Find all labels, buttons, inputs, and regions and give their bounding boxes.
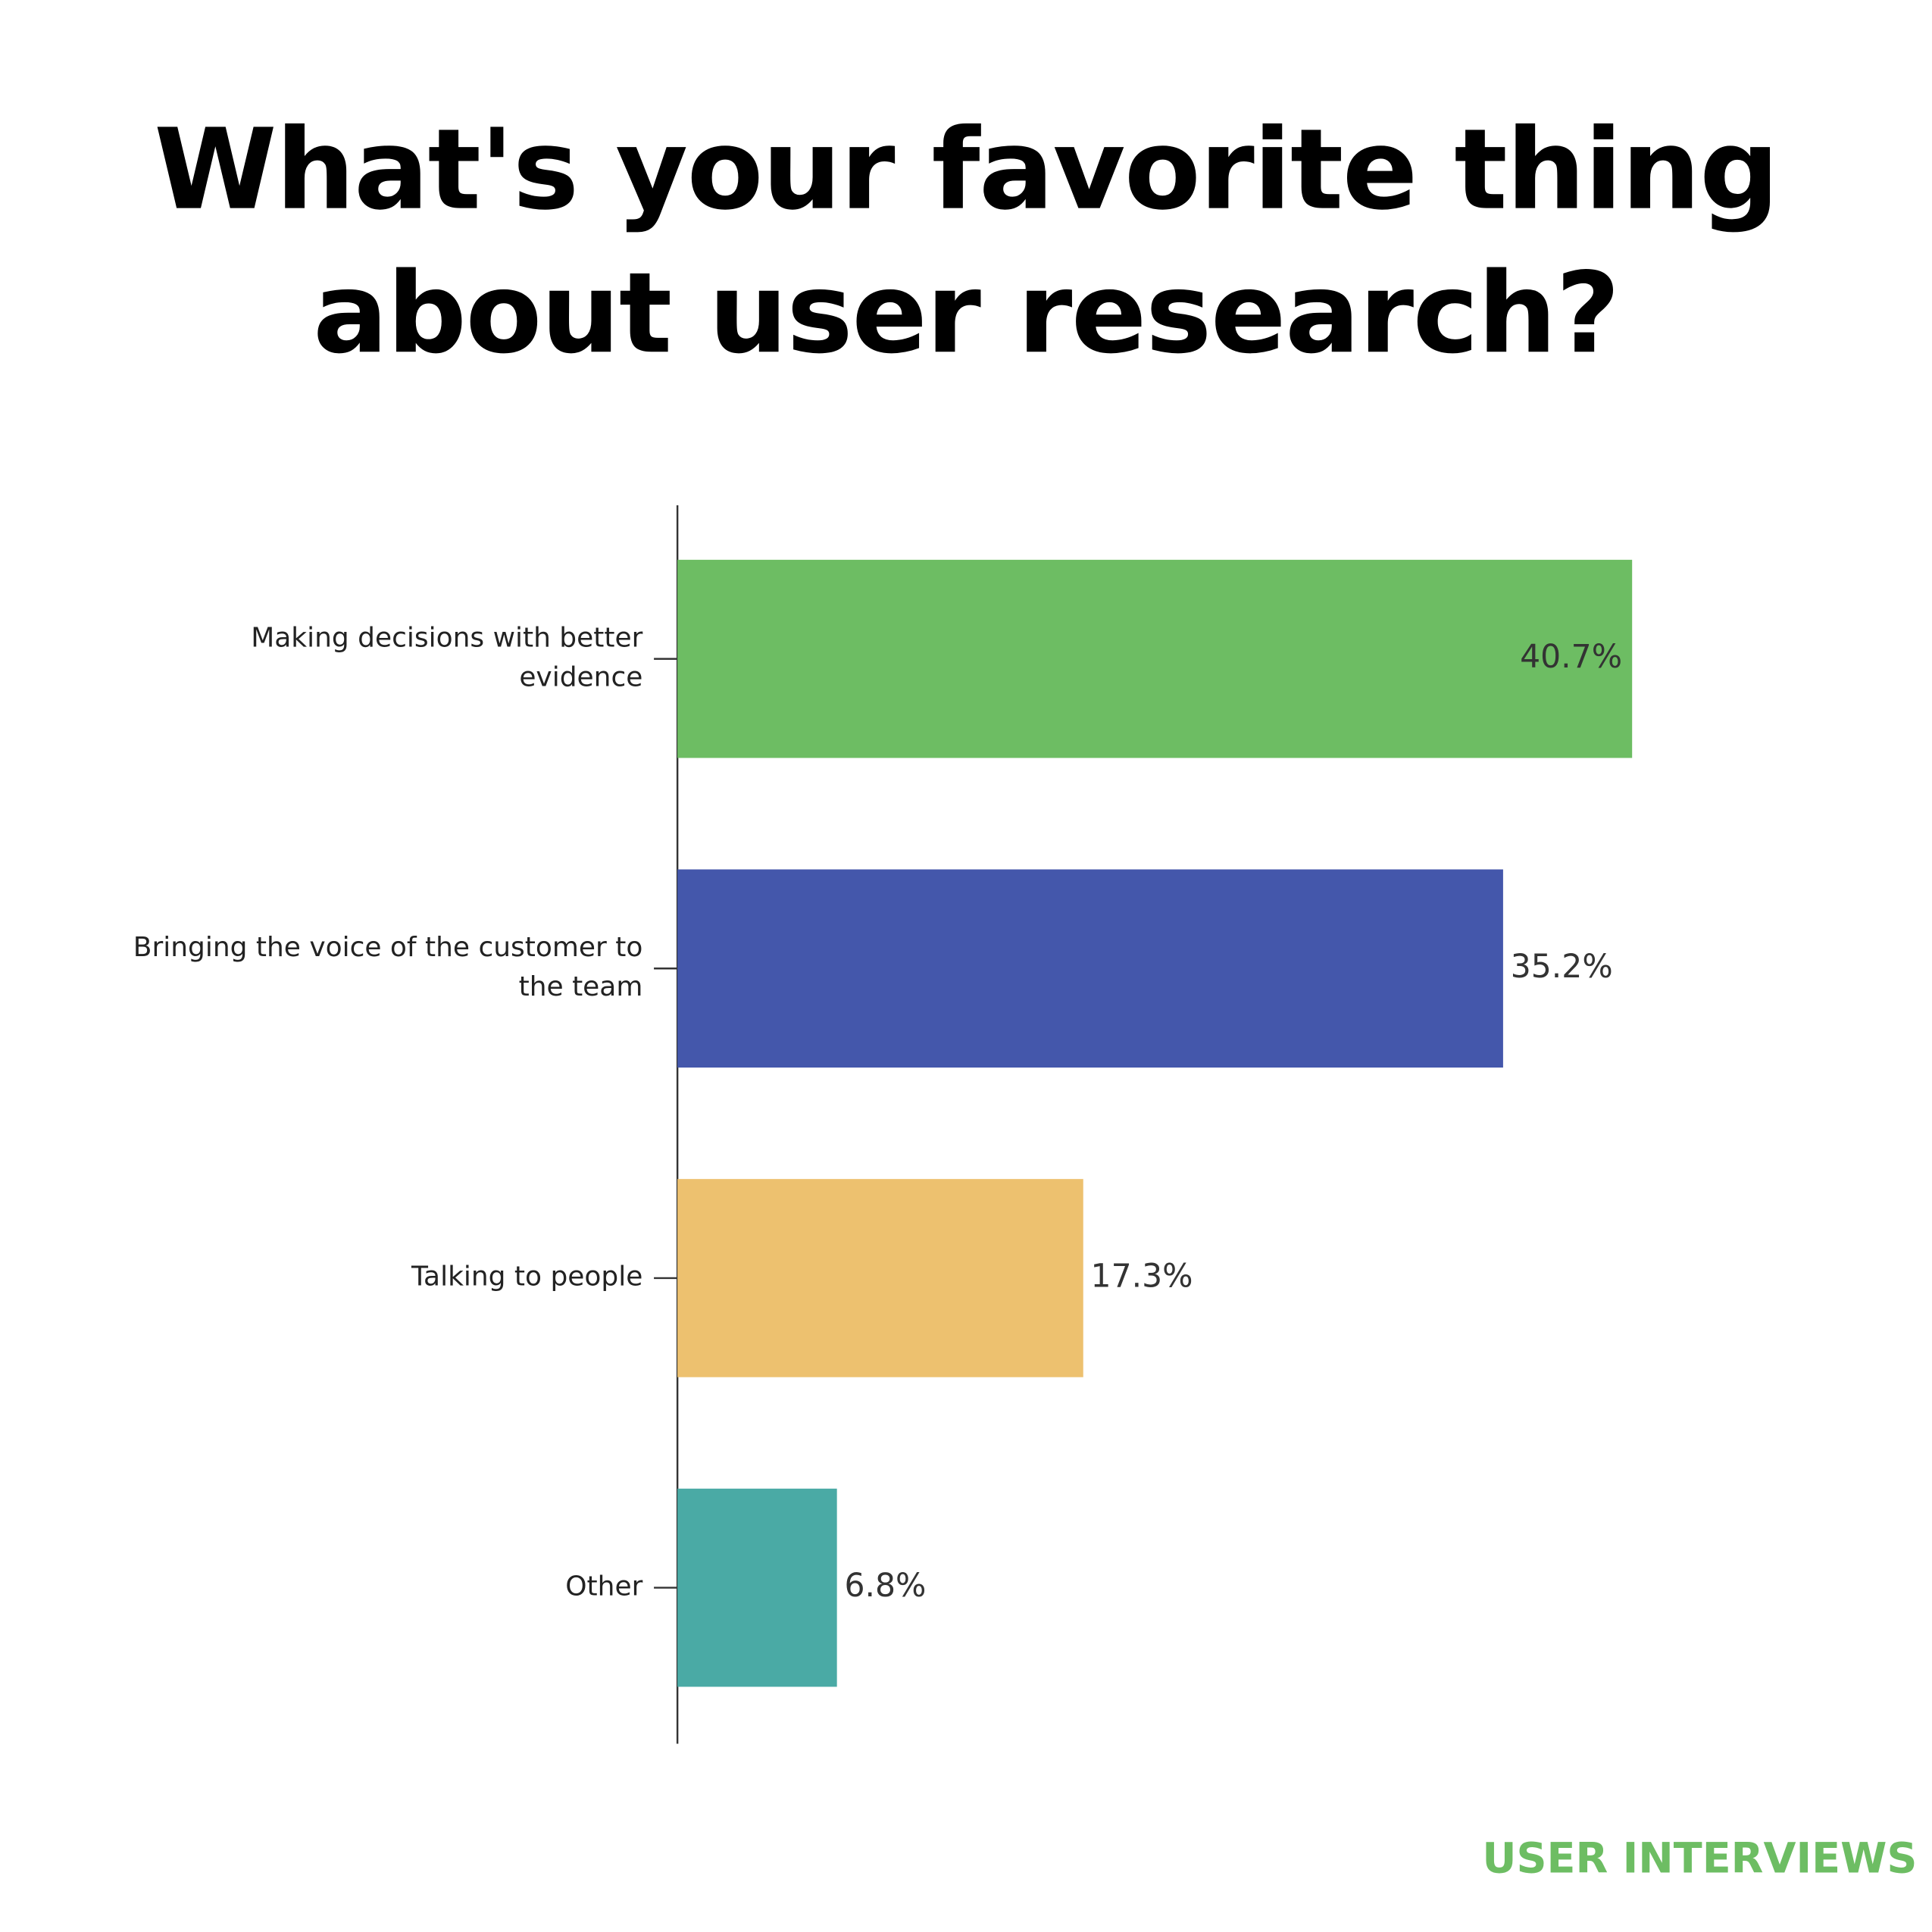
bar — [677, 1179, 1083, 1377]
bar — [677, 1488, 837, 1687]
category-box: Bringing the voice of the customer to th… — [133, 932, 643, 1004]
bar — [677, 559, 1633, 758]
category-box: Other — [565, 1571, 643, 1603]
category-box: Making decisions with better evidence — [251, 623, 643, 694]
chart-title: What's your favorite thing about user re… — [154, 105, 1779, 380]
y-tick-label: Bringing the voice of the customer to th… — [133, 932, 643, 1004]
value-label: 17.3% — [1091, 1258, 1193, 1295]
y-tick-label: Talking to people — [411, 1261, 643, 1293]
y-tick-label: Other — [565, 1571, 643, 1603]
value-label: 40.7% — [1520, 639, 1622, 676]
title-box: What's your favorite thing about user re… — [154, 105, 1779, 380]
value-label: 6.8% — [844, 1568, 926, 1605]
value-label: 35.2% — [1511, 949, 1613, 986]
y-tick-label: Making decisions with better evidence — [251, 623, 643, 694]
brand: USER INTERVIEWS — [1482, 1834, 1917, 1884]
bar — [677, 869, 1503, 1068]
category-box: Talking to people — [411, 1261, 643, 1293]
